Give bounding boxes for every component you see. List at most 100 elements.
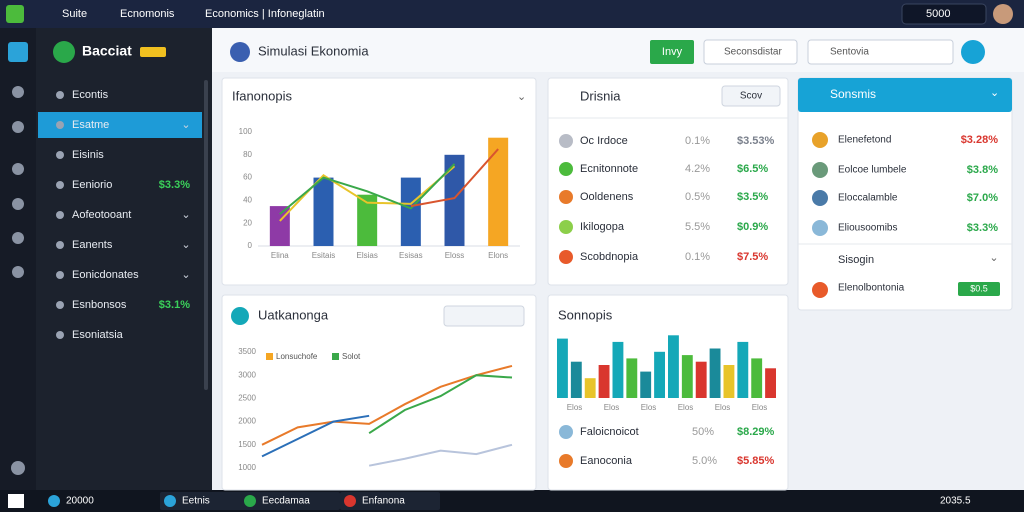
task-item[interactable]	[160, 492, 260, 510]
row-icon	[559, 162, 573, 176]
menu-item[interactable]: Esatme	[72, 119, 109, 131]
pill-label: Scov	[740, 91, 762, 102]
bar	[723, 365, 735, 398]
bar	[357, 194, 378, 246]
task-label[interactable]: Eecdamaa	[262, 496, 310, 507]
task-label[interactable]: Enfanona	[362, 496, 405, 507]
row-button[interactable]	[958, 282, 1000, 296]
line	[261, 414, 370, 458]
task-label[interactable]: Eetnis	[182, 496, 210, 507]
rail-icon[interactable]	[12, 232, 24, 244]
primary-button-label: Invy	[662, 46, 683, 58]
filter-box[interactable]	[807, 39, 954, 65]
rail-icon[interactable]	[12, 121, 24, 133]
bar	[444, 154, 465, 246]
search-box[interactable]	[703, 39, 798, 65]
badge-label: 5000	[926, 8, 950, 20]
row-pct: 0.1%	[685, 251, 710, 263]
x-tick-label: Elos	[641, 403, 657, 412]
row-icon	[559, 454, 573, 468]
row-icon	[812, 190, 828, 206]
x-tick-label: Esitais	[312, 251, 336, 260]
row-label: Scobdnopia	[580, 251, 639, 263]
task-label[interactable]: 20000	[66, 496, 94, 507]
chevron[interactable]: ⌄	[517, 91, 526, 103]
x-tick-label: Elos	[715, 403, 731, 412]
chevron[interactable]: ⌄	[181, 269, 190, 281]
avatar[interactable]	[993, 4, 1013, 24]
y-tick-label: 40	[243, 196, 252, 205]
rail-icon[interactable]	[12, 198, 24, 210]
task-item[interactable]	[240, 492, 340, 510]
row-value: $3.8%	[967, 164, 998, 176]
card-header	[798, 78, 1012, 112]
menu-icon	[56, 211, 64, 219]
y-tick-label: 1000	[238, 463, 256, 472]
x-tick-label: Elina	[271, 251, 289, 260]
menu-icon	[56, 331, 64, 339]
row-button-label: $0.5	[970, 283, 988, 293]
header-logo	[230, 42, 250, 62]
menu-item[interactable]: Esoniatsia	[72, 329, 124, 341]
start-button[interactable]	[8, 494, 24, 508]
rail-icon[interactable]	[8, 42, 28, 62]
chevron[interactable]: ⌄	[989, 252, 998, 264]
pill[interactable]	[721, 85, 781, 107]
chevron[interactable]: ⌄	[181, 209, 190, 221]
y-tick-label: 2500	[238, 394, 256, 403]
task-icon	[48, 495, 60, 507]
row-icon	[559, 220, 573, 234]
top-menu-item[interactable]: Suite	[62, 8, 87, 20]
row-icon	[559, 425, 573, 439]
x-tick-label: Elos	[752, 403, 768, 412]
y-tick-label: 100	[239, 127, 253, 136]
rail-icon[interactable]	[11, 461, 25, 475]
control[interactable]	[443, 305, 525, 327]
rail-icon[interactable]	[12, 86, 24, 98]
menu-icon	[56, 301, 64, 309]
row-value: $3.3%	[967, 222, 998, 234]
y-tick-label: 20	[243, 218, 252, 227]
bar	[598, 365, 610, 398]
rail-icon[interactable]	[12, 163, 24, 175]
bar	[570, 361, 582, 398]
brand-logo	[53, 41, 75, 63]
menu-item[interactable]: Eisinis	[72, 149, 104, 161]
bar	[557, 338, 568, 398]
rail-icon[interactable]	[12, 266, 24, 278]
task-item[interactable]	[340, 492, 440, 510]
row-label: Elenolbontonia	[838, 283, 905, 294]
top-menu-item[interactable]: Ecnomonis	[120, 8, 175, 20]
menu-item[interactable]: Eeniorio	[72, 179, 112, 191]
top-bar	[0, 0, 1024, 28]
bar	[626, 358, 638, 398]
row-pct: 5.0%	[692, 455, 717, 467]
chevron[interactable]: ⌄	[181, 119, 190, 131]
menu-icon	[56, 181, 64, 189]
active-item[interactable]	[38, 112, 202, 138]
primary-button[interactable]	[650, 40, 694, 64]
menu-item[interactable]: Econtis	[72, 89, 109, 101]
chevron[interactable]: ⌄	[990, 87, 999, 99]
menu-item[interactable]: Esnbonsos	[72, 299, 127, 311]
legend-label: Lonsuchofe	[276, 352, 318, 361]
rail-icons	[8, 42, 28, 475]
x-tick-label: Elsias	[356, 251, 377, 260]
top-menu-item[interactable]: Economics | Infoneglatin	[205, 8, 325, 20]
action-button[interactable]	[961, 40, 985, 64]
badge[interactable]	[901, 3, 987, 25]
legend-swatch	[266, 353, 273, 360]
search-text: Seconsdistar	[724, 47, 782, 58]
menu-item[interactable]: Eonicdonates	[72, 269, 139, 281]
menu-item[interactable]: Aofeotooant	[72, 209, 131, 221]
menu-item[interactable]: Eanents	[72, 239, 113, 251]
card-title: Ifanonopis	[232, 88, 292, 103]
row-value: $7.0%	[967, 192, 998, 204]
row-label: Eliousoomibs	[838, 223, 897, 234]
bar	[640, 371, 652, 398]
row-value: $3.28%	[961, 134, 999, 146]
y-tick-label: 80	[243, 150, 252, 159]
chevron[interactable]: ⌄	[181, 239, 190, 251]
bar	[751, 358, 763, 398]
